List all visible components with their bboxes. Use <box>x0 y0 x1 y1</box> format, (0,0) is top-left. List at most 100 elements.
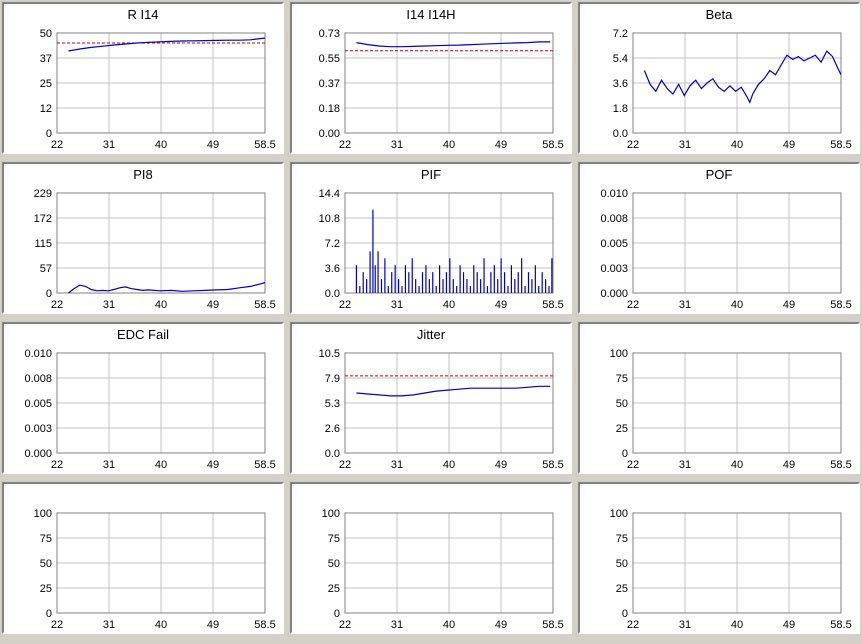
x-tick-label: 22 <box>627 459 639 471</box>
x-tick-label: 22 <box>51 139 63 151</box>
y-tick-label: 10.8 <box>319 213 340 225</box>
y-tick-label: 0.008 <box>600 213 628 225</box>
x-tick-label: 22 <box>339 459 351 471</box>
chart-title: PIF <box>420 167 442 182</box>
y-tick-label: 25 <box>40 78 52 90</box>
y-tick-label: 0.000 <box>600 288 628 300</box>
x-tick-label: 58.5 <box>254 299 275 311</box>
y-tick-label: 2.6 <box>325 423 340 435</box>
y-tick-label: 75 <box>328 533 340 545</box>
chart-svg: 22 31 40 49 58.5 0.0 2.6 5.3 7.9 10.5 <box>319 348 564 471</box>
x-tick-label: 49 <box>783 619 795 631</box>
chart-panel-pif: PIF 22 31 40 49 58.5 0.0 3.6 7.2 10.8 14.4 <box>290 162 572 314</box>
x-tick-label: 58.5 <box>542 619 563 631</box>
plot-frame <box>632 512 842 614</box>
chart-panel-beta: Beta 22 31 40 49 58.5 0.0 1.8 3.6 5.4 7.2 <box>578 2 860 154</box>
x-tick-label: 49 <box>783 459 795 471</box>
x-tick-label: 49 <box>495 459 507 471</box>
x-tick-label: 49 <box>495 139 507 151</box>
x-tick-label: 22 <box>51 299 63 311</box>
y-tick-label: 229 <box>34 188 52 200</box>
x-tick-label: 49 <box>207 459 219 471</box>
x-tick-label: 40 <box>443 619 455 631</box>
x-tick-label: 58.5 <box>830 299 851 311</box>
chart-svg: 22 31 40 49 58.5 0 25 50 75 100 <box>610 508 852 631</box>
y-tick-label: 10.5 <box>319 348 340 360</box>
x-tick-label: 40 <box>155 619 167 631</box>
x-tick-label: 22 <box>339 139 351 151</box>
x-tick-label: 31 <box>391 139 403 151</box>
chart-title: Jitter <box>416 327 446 342</box>
x-tick-label: 22 <box>339 299 351 311</box>
chart-svg: 22 31 40 49 58.5 0 25 50 75 100 <box>322 508 564 631</box>
y-tick-label: 0.005 <box>600 238 628 250</box>
x-tick-label: 22 <box>627 299 639 311</box>
chart-panel-jitter: Jitter 22 31 40 49 58.5 0.0 2.6 5.3 7.9 10.5 <box>290 322 572 474</box>
y-tick-label: 5.4 <box>613 53 628 65</box>
chart-panel-edcfail: EDC Fail 22 31 40 49 58.5 0.000 0.003 0.005 0.00… <box>2 322 284 474</box>
plot-frame <box>56 352 266 454</box>
chart-panel-pof: POF 22 31 40 49 58.5 0.000 0.003 0.005 0.008 0.01… <box>578 162 860 314</box>
x-tick-label: 49 <box>495 299 507 311</box>
x-tick-label: 49 <box>207 619 219 631</box>
y-tick-label: 0.73 <box>319 28 340 40</box>
plot-frame <box>632 352 842 454</box>
y-tick-label: 1.8 <box>613 103 628 115</box>
chart-svg: 22 31 40 49 58.5 0 25 50 75 100 <box>34 508 276 631</box>
chart-title: I14 I14H <box>406 7 456 22</box>
x-tick-label: 40 <box>731 459 743 471</box>
chart-panel-empty4: 22 31 40 49 58.5 0 25 50 75 100 <box>578 482 860 634</box>
x-tick-label: 31 <box>103 139 115 151</box>
series-line <box>68 37 266 52</box>
x-tick-label: 31 <box>103 459 115 471</box>
y-tick-label: 50 <box>40 28 52 40</box>
x-tick-label: 31 <box>679 459 691 471</box>
chart-title: PI8 <box>133 167 153 182</box>
chart-title: EDC Fail <box>116 327 169 342</box>
chart-svg: 22 31 40 49 58.5 0 57 115 172 229 <box>34 188 276 311</box>
y-tick-label: 0.0 <box>325 448 340 460</box>
x-tick-label: 58.5 <box>830 139 851 151</box>
chart-panel-pi8: PI8 22 31 40 49 58.5 0 57 115 172 229 <box>2 162 284 314</box>
y-tick-label: 50 <box>616 558 628 570</box>
y-tick-label: 0.18 <box>319 103 340 115</box>
y-tick-label: 50 <box>616 398 628 410</box>
x-tick-label: 31 <box>391 459 403 471</box>
x-tick-label: 22 <box>339 619 351 631</box>
y-tick-label: 172 <box>34 213 52 225</box>
y-tick-label: 115 <box>34 238 52 250</box>
x-tick-label: 40 <box>443 139 455 151</box>
chart-panel-empty2: 22 31 40 49 58.5 0 25 50 75 100 <box>2 482 284 634</box>
x-tick-label: 22 <box>627 619 639 631</box>
y-tick-label: 5.3 <box>325 398 340 410</box>
y-tick-label: 0.0 <box>613 128 628 140</box>
plot-frame <box>632 32 842 134</box>
x-tick-label: 31 <box>391 619 403 631</box>
chart-svg: 22 31 40 49 58.5 0.00 0.18 0.37 0.55 0.73 <box>319 28 564 151</box>
x-tick-label: 58.5 <box>542 139 563 151</box>
y-tick-label: 100 <box>610 348 628 360</box>
chart-svg: 22 31 40 49 58.5 0 25 50 75 100 <box>610 348 852 471</box>
x-tick-label: 31 <box>679 619 691 631</box>
y-tick-label: 100 <box>610 508 628 520</box>
x-tick-label: 49 <box>783 139 795 151</box>
y-tick-label: 75 <box>616 533 628 545</box>
x-tick-label: 58.5 <box>830 619 851 631</box>
series-line <box>356 385 551 397</box>
y-tick-label: 50 <box>328 558 340 570</box>
plot-frame <box>56 192 266 294</box>
chart-panel-empty1: 22 31 40 49 58.5 0 25 50 75 100 <box>578 322 860 474</box>
chart-panel-ri14: R I14 22 31 40 49 58.5 0 12 25 37 50 <box>2 2 284 154</box>
y-tick-label: 0.003 <box>24 423 52 435</box>
chart-svg: 22 31 40 49 58.5 0 12 25 37 50 <box>40 28 276 151</box>
x-tick-label: 58.5 <box>830 459 851 471</box>
y-tick-label: 0 <box>622 448 628 460</box>
x-tick-label: 40 <box>731 139 743 151</box>
y-tick-label: 0.003 <box>600 263 628 275</box>
y-tick-label: 0 <box>46 608 52 620</box>
chart-panel-i14i14h: I14 I14H 22 31 40 49 58.5 0.00 0.18 0.37 0.55 0.7… <box>290 2 572 154</box>
x-tick-label: 58.5 <box>254 139 275 151</box>
plot-frame <box>632 192 842 294</box>
chart-title: Beta <box>705 7 733 22</box>
y-tick-label: 25 <box>328 583 340 595</box>
